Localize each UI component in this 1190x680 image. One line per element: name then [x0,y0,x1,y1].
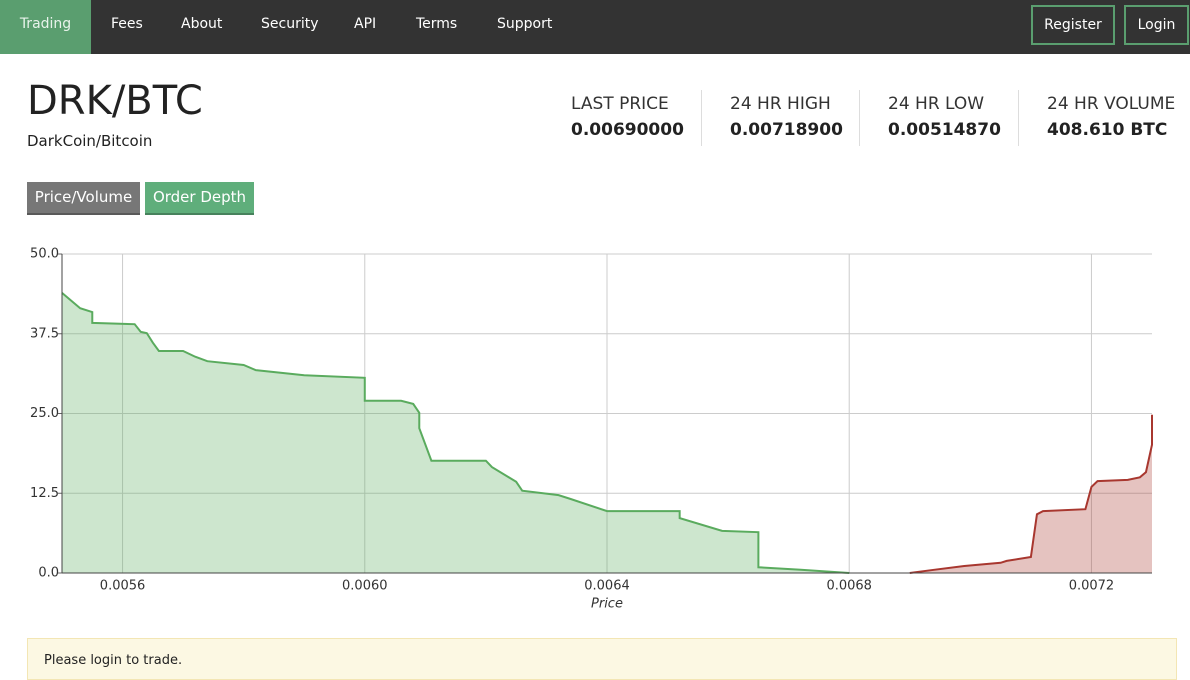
tab[interactable]: Order Depth [145,182,254,215]
area-fill [62,292,850,573]
separator [1018,90,1019,146]
x-axis-label: Price [591,597,623,612]
x-tick-label: 0.0064 [584,579,630,594]
stat-value: 0.00690000 [571,120,684,140]
area-line [909,414,1153,574]
separator [859,90,860,146]
depth-chart: 0.0 12.5 25.0 37.5 50.0 0.0056 0.0060 0.0064 0.0… [30,247,1153,612]
area-fill [909,414,1152,573]
stat-label: LAST PRICE [571,94,669,114]
stat: 24 HR VOLUME 408.610 BTC [1047,94,1175,140]
stat: LAST PRICE 0.00690000 [571,94,684,140]
y-tick-label: 12.5 [30,486,59,501]
nav-item[interactable]: Security [261,16,319,32]
stat: 24 HR LOW 0.00514870 [888,94,1001,140]
nav-item[interactable]: Fees [111,16,143,32]
area-line [61,292,850,574]
stat-value: 0.00514870 [888,120,1001,140]
nav-item[interactable]: Support [497,16,553,32]
stat-label: 24 HR HIGH [730,94,831,114]
nav-item[interactable]: About [181,16,223,32]
y-tick-label: 50.0 [30,247,59,262]
stat: 24 HR HIGH 0.00718900 [730,94,843,140]
navbar: Trading Fees About Security API Terms Su… [0,0,1190,54]
alert-text: Please login to trade. [44,653,183,668]
y-tick-label: 25.0 [30,406,59,421]
x-tick-label: 0.0068 [826,579,872,594]
stat-value: 408.610 BTC [1047,120,1168,140]
nav-item[interactable]: API [354,16,377,32]
market-name: DarkCoin/Bitcoin [27,132,153,150]
x-tick-label: 0.0056 [100,579,146,594]
separator [701,90,702,146]
market-symbol: DRK/BTC [27,78,203,124]
alert: Please login to trade. [27,638,1177,680]
y-tick-label: 0.0 [38,566,59,581]
nav-item[interactable]: Trading [0,0,91,54]
stat-label: 24 HR VOLUME [1047,94,1176,114]
x-tick-label: 0.0072 [1069,579,1115,594]
register-button[interactable]: Register [1031,5,1115,45]
nav-item[interactable]: Terms [416,16,458,32]
tab[interactable]: Price/Volume [27,182,140,215]
login-button[interactable]: Login [1124,5,1189,45]
stat-value: 0.00718900 [730,120,843,140]
x-tick-label: 0.0060 [342,579,388,594]
y-tick-label: 37.5 [30,326,59,341]
stat-label: 24 HR LOW [888,94,985,114]
